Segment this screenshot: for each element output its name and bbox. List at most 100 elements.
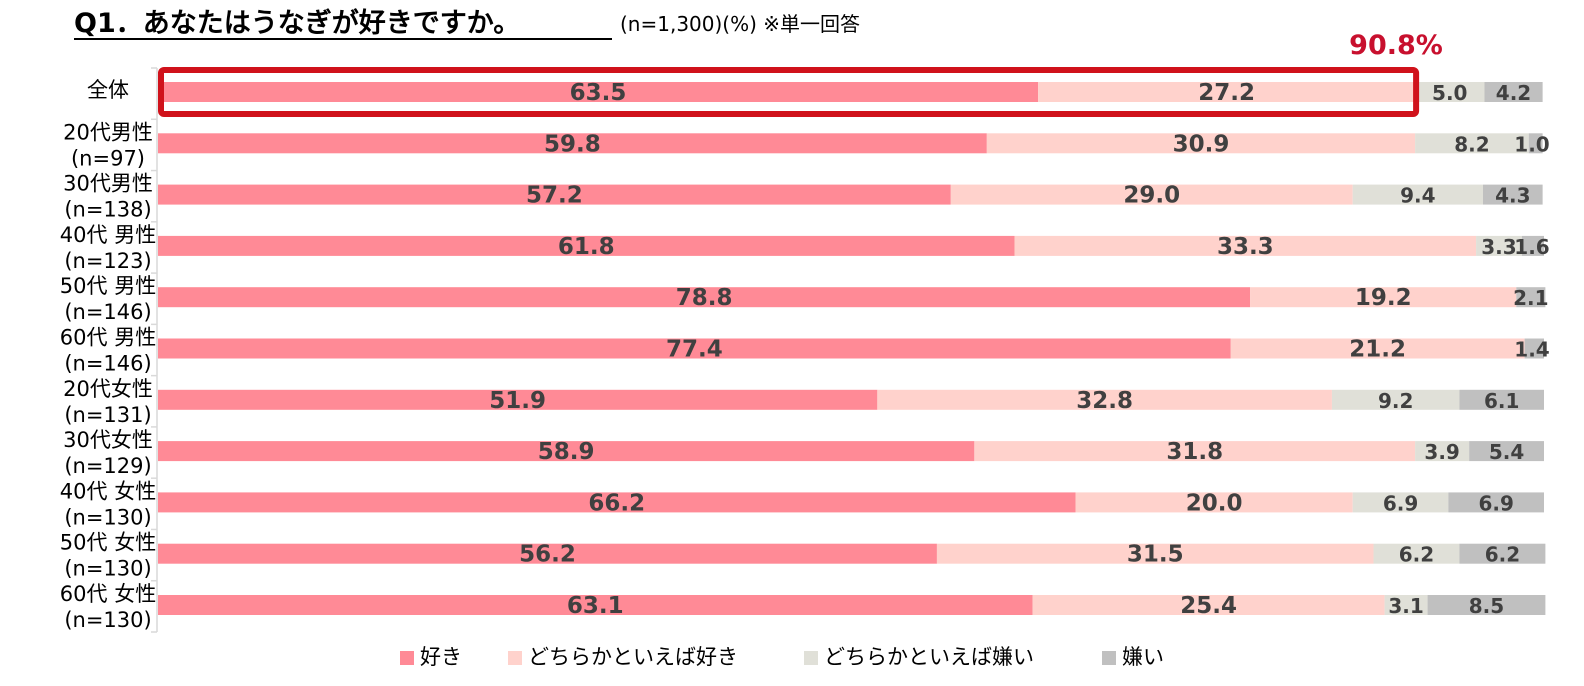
category-label: 40代 女性 bbox=[60, 479, 156, 503]
category-label: (n=123) bbox=[64, 249, 151, 273]
category-label: (n=130) bbox=[64, 505, 151, 529]
bar-segment-3 bbox=[1415, 441, 1470, 462]
data-label: 78.8 bbox=[676, 285, 733, 311]
bar-segment-2 bbox=[1032, 595, 1385, 615]
data-label: 51.9 bbox=[489, 388, 546, 414]
data-label: 33.3 bbox=[1217, 234, 1274, 260]
data-label: 9.2 bbox=[1378, 389, 1413, 413]
bar-segment-4 bbox=[1521, 235, 1544, 256]
data-label: 32.8 bbox=[1076, 388, 1133, 414]
data-label: 1.6 bbox=[1514, 235, 1549, 259]
data-label: 8.2 bbox=[1454, 132, 1489, 156]
bar-segment-2 bbox=[1230, 338, 1525, 359]
bar-segment-3 bbox=[1373, 543, 1460, 564]
data-label: 30.9 bbox=[1173, 131, 1230, 157]
bar-segment-2 bbox=[1038, 82, 1416, 102]
bar-segment-1 bbox=[158, 492, 1076, 513]
bar-segment-3 bbox=[1352, 184, 1484, 205]
bar-segment-1 bbox=[158, 287, 1251, 308]
bar-segments bbox=[158, 67, 1546, 615]
data-label: 63.1 bbox=[567, 593, 624, 619]
bar-segment-1 bbox=[158, 82, 1039, 102]
data-label: 29.0 bbox=[1123, 183, 1180, 209]
data-label: 6.9 bbox=[1383, 491, 1418, 515]
highlight-total-label: 90.8% bbox=[1349, 30, 1443, 61]
highlight-box bbox=[158, 67, 1420, 117]
bar-segment-4 bbox=[1524, 338, 1544, 359]
data-label: 6.2 bbox=[1399, 543, 1434, 567]
bar-segment-2 bbox=[1075, 492, 1353, 513]
bar-segment-2 bbox=[936, 543, 1374, 564]
legend-swatch bbox=[1102, 651, 1116, 665]
chart-title: Q1．あなたはうなぎが好きですか。 bbox=[74, 7, 520, 39]
category-label: (n=146) bbox=[64, 300, 151, 324]
data-label: 66.2 bbox=[588, 490, 645, 516]
data-label: 56.2 bbox=[519, 542, 576, 568]
category-label: (n=131) bbox=[64, 403, 151, 427]
legend-swatch bbox=[804, 651, 818, 665]
category-label: (n=130) bbox=[64, 608, 151, 632]
bar-segment-3 bbox=[1384, 595, 1428, 615]
bar-segment-2 bbox=[1250, 287, 1517, 308]
bar-segment-2 bbox=[974, 441, 1416, 462]
data-label: 77.4 bbox=[666, 337, 723, 363]
bar-segment-3 bbox=[1352, 492, 1449, 513]
category-label: 30代男性 bbox=[63, 172, 153, 196]
bar-segment-3 bbox=[1476, 235, 1522, 256]
data-label: 27.2 bbox=[1198, 80, 1255, 106]
data-label: 31.8 bbox=[1166, 439, 1223, 465]
bar-segment-4 bbox=[1469, 441, 1544, 462]
bar-segment-2 bbox=[986, 133, 1416, 154]
legend: 好き どちらかといえば好き どちらかといえば嫌い 嫌い bbox=[400, 645, 1164, 669]
data-label: 21.2 bbox=[1349, 337, 1406, 363]
bar-segment-3 bbox=[1415, 82, 1485, 102]
data-label: 19.2 bbox=[1355, 285, 1412, 311]
bar-segment-1 bbox=[158, 389, 878, 410]
data-label: 58.9 bbox=[538, 439, 595, 465]
category-label: 20代男性 bbox=[63, 120, 153, 144]
bar-segment-4 bbox=[1483, 184, 1543, 205]
bar-segment-3 bbox=[1415, 133, 1529, 154]
bar-segment-4 bbox=[1459, 543, 1546, 564]
bar-segment-4 bbox=[1484, 82, 1543, 102]
data-label: 1.0 bbox=[1514, 132, 1549, 156]
bar-segment-2 bbox=[1014, 235, 1477, 256]
data-label: 1.4 bbox=[1514, 338, 1549, 362]
legend-label: 好き bbox=[420, 645, 462, 669]
legend-swatch bbox=[400, 651, 414, 665]
data-label: 6.9 bbox=[1478, 491, 1513, 515]
category-label: 60代 女性 bbox=[60, 582, 156, 606]
data-labels: 63.5 27.2 5.0 4.2 59.8 30.9 8.2 1.0 57.2 29.0 9.4 4… bbox=[489, 80, 1549, 619]
bar-segment-2 bbox=[877, 389, 1332, 410]
data-label: 2.1 bbox=[1513, 286, 1548, 310]
bar-segment-1 bbox=[158, 338, 1231, 359]
data-label: 3.1 bbox=[1388, 594, 1423, 618]
legend-label: 嫌い bbox=[1122, 645, 1164, 669]
data-label: 59.8 bbox=[544, 131, 601, 157]
bar-segment-4 bbox=[1427, 595, 1546, 615]
data-label: 8.5 bbox=[1469, 594, 1504, 618]
category-label: (n=129) bbox=[64, 454, 151, 478]
data-label: 4.2 bbox=[1496, 81, 1531, 105]
data-label: 20.0 bbox=[1186, 490, 1243, 516]
data-label: 6.1 bbox=[1484, 389, 1519, 413]
bar-segment-1 bbox=[158, 441, 975, 462]
category-label: (n=97) bbox=[71, 146, 145, 170]
bar-segment-4 bbox=[1516, 287, 1546, 308]
category-label: 50代 男性 bbox=[60, 274, 156, 298]
y-axis bbox=[151, 67, 158, 633]
bar-segment-1 bbox=[158, 133, 987, 154]
category-label: 20代女性 bbox=[63, 377, 153, 401]
data-label: 5.4 bbox=[1489, 440, 1524, 464]
data-label: 3.9 bbox=[1424, 440, 1459, 464]
legend-label: どちらかといえば好き bbox=[528, 645, 738, 669]
data-label: 6.2 bbox=[1485, 543, 1520, 567]
data-label: 57.2 bbox=[526, 183, 583, 209]
bar-segment-2 bbox=[950, 184, 1353, 205]
legend-swatch bbox=[508, 651, 522, 665]
data-label: 3.3 bbox=[1481, 235, 1516, 259]
legend-label: どちらかといえば嫌い bbox=[824, 645, 1034, 669]
bar-segment-1 bbox=[158, 184, 951, 205]
category-label: 60代 男性 bbox=[60, 326, 156, 350]
